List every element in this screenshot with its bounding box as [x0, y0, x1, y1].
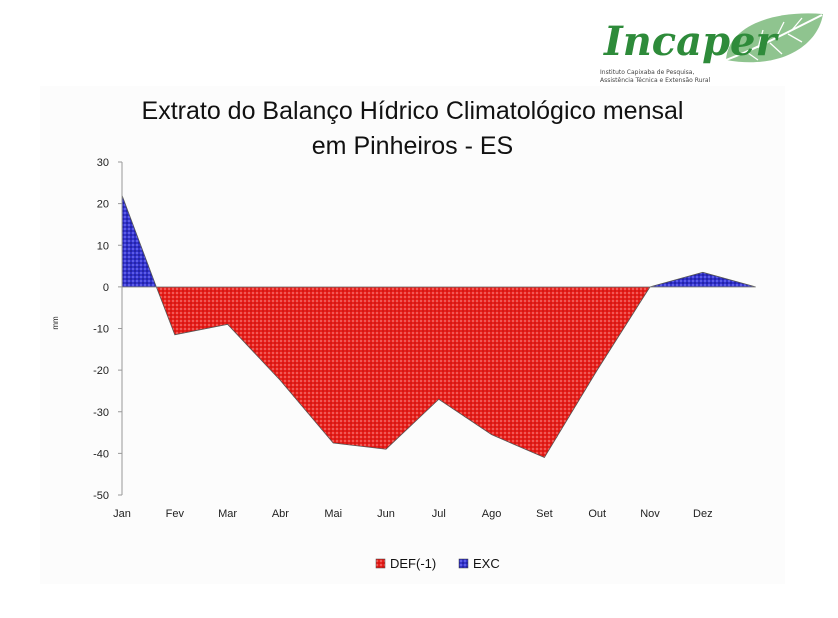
x-tick-label: Jan [113, 508, 131, 520]
area-series-exc [122, 195, 756, 287]
y-tick-label: -20 [93, 365, 109, 377]
y-tick-label: 10 [97, 240, 109, 252]
chart-subtitle: em Pinheiros - ES [311, 132, 514, 160]
logo-wordmark: Incaper [604, 18, 777, 65]
chart-title: Extrato do Balanço Hídrico Climatológico… [141, 97, 684, 125]
x-tick-label: Mar [218, 508, 237, 520]
y-axis-label: mm [51, 316, 60, 330]
y-tick-label: 30 [97, 157, 109, 169]
logo-subtitle-line1: Instituto Capixaba de Pesquisa, [600, 69, 695, 76]
y-tick-label: -50 [93, 490, 109, 502]
line-series-1 [122, 286, 756, 459]
x-tick-label: Out [588, 508, 606, 520]
x-tick-label: Abr [272, 508, 289, 520]
x-tick-label: Ago [482, 508, 502, 520]
legend-label: DEF(-1) [390, 556, 436, 571]
legend-swatch [458, 558, 469, 569]
incaper-logo: Incaper Instituto Capixaba de Pesquisa, … [598, 8, 828, 88]
x-tick-label: Jun [377, 508, 395, 520]
x-tick-label: Nov [640, 508, 660, 520]
x-tick-label: Dez [693, 508, 713, 520]
area-series-def-1 [122, 286, 756, 458]
x-tick-label: Fev [166, 508, 185, 520]
y-tick-label: 0 [103, 282, 109, 294]
logo-subtitle-line2: Assistência Técnica e Extensão Rural [600, 77, 711, 84]
legend-swatch [375, 558, 386, 569]
x-tick-label: Mai [324, 508, 342, 520]
y-tick-label: -10 [93, 324, 109, 336]
y-tick-label: -30 [93, 407, 109, 419]
legend-label: EXC [473, 556, 500, 571]
x-tick-label: Jul [432, 508, 446, 520]
y-tick-label: 20 [97, 199, 109, 211]
leaf-icon [725, 13, 823, 63]
y-tick-label: -40 [93, 448, 109, 460]
line-series-2 [121, 195, 756, 288]
x-tick-label: Set [536, 508, 553, 520]
